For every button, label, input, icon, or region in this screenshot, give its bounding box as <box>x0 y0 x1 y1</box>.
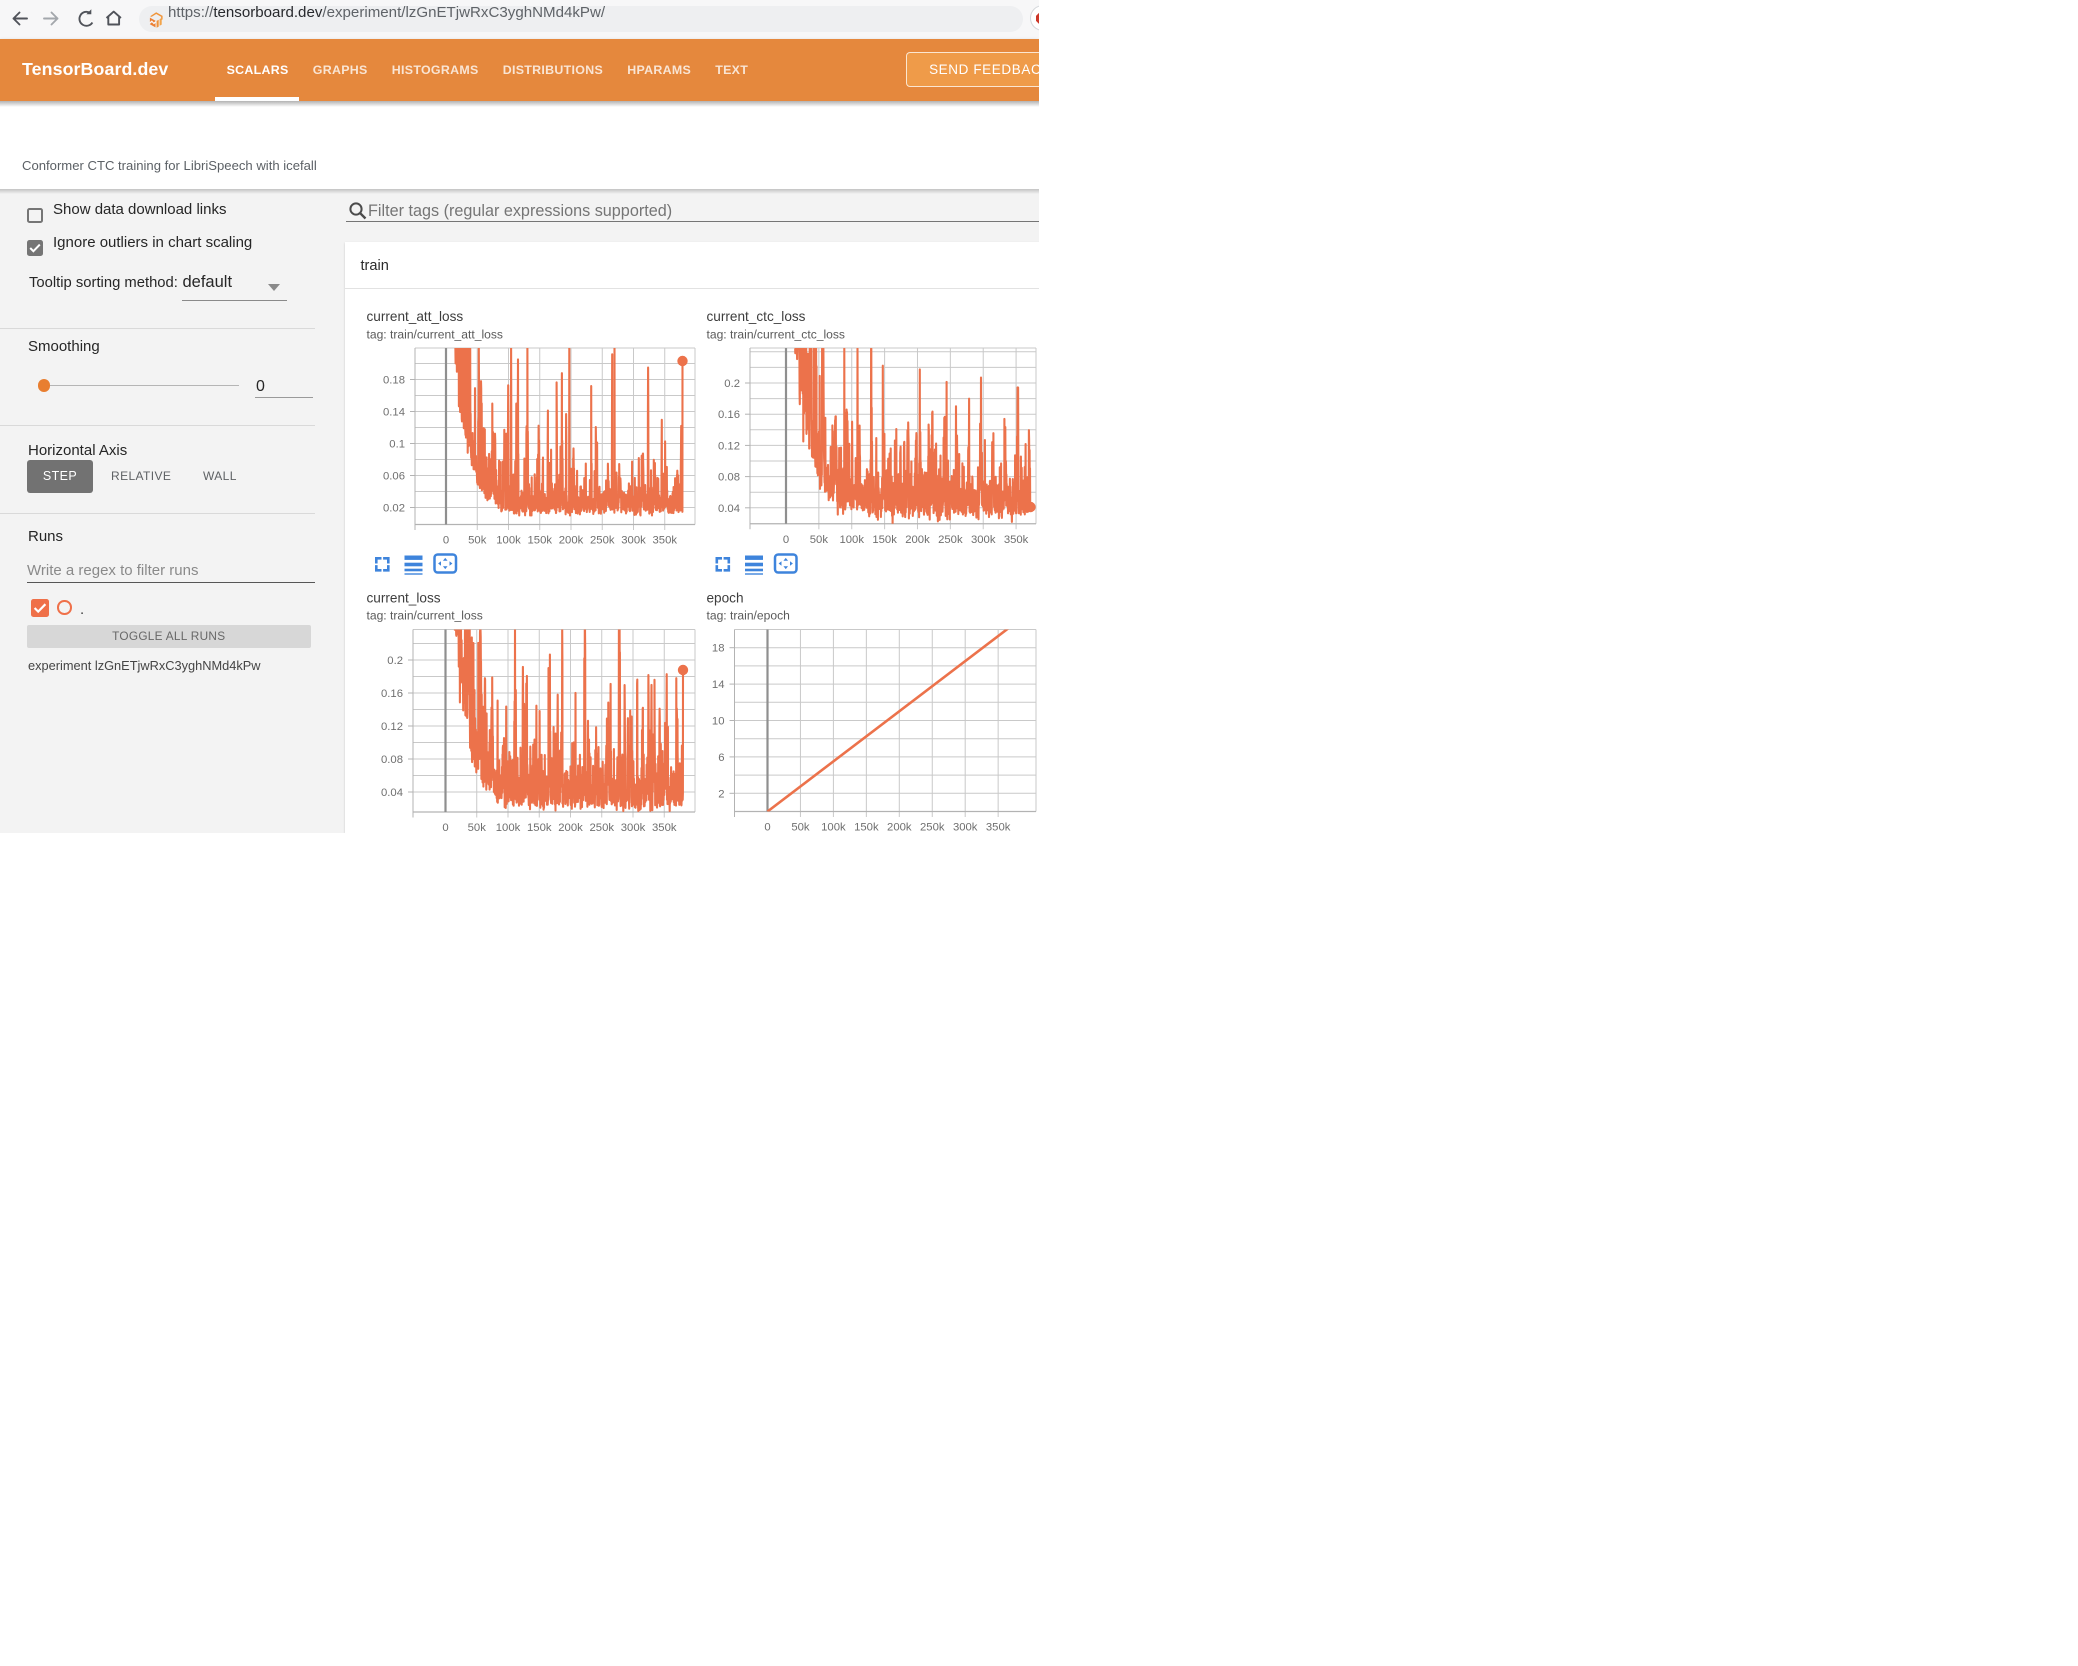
svg-text:0.06: 0.06 <box>383 471 405 483</box>
svg-text:300k: 300k <box>621 535 646 547</box>
svg-text:50k: 50k <box>468 535 487 547</box>
svg-text:200k: 200k <box>559 535 584 547</box>
svg-text:200k: 200k <box>905 534 930 546</box>
svg-text:150k: 150k <box>854 822 879 834</box>
svg-text:250k: 250k <box>938 534 963 546</box>
svg-text:0.02: 0.02 <box>383 503 405 515</box>
svg-text:0.08: 0.08 <box>718 472 740 484</box>
svg-text:100k: 100k <box>839 534 864 546</box>
svg-text:0.16: 0.16 <box>718 409 740 421</box>
svg-text:250k: 250k <box>590 535 615 547</box>
svg-text:0.04: 0.04 <box>381 787 403 799</box>
svg-text:0.04: 0.04 <box>718 503 740 515</box>
svg-text:0: 0 <box>783 534 789 546</box>
svg-text:300k: 300k <box>621 822 646 833</box>
svg-text:150k: 150k <box>528 535 553 547</box>
svg-text:tag: train/current_ctc_loss: tag: train/current_ctc_loss <box>707 327 845 341</box>
svg-text:current_ctc_loss: current_ctc_loss <box>707 309 806 324</box>
svg-text:300k: 300k <box>971 534 996 546</box>
svg-text:0: 0 <box>442 822 448 833</box>
svg-text:200k: 200k <box>887 822 912 834</box>
svg-text:18: 18 <box>712 643 725 655</box>
svg-text:100k: 100k <box>496 822 521 833</box>
svg-text:50k: 50k <box>791 822 810 834</box>
svg-text:0.1: 0.1 <box>389 439 405 451</box>
svg-text:tag: train/current_loss: tag: train/current_loss <box>367 609 483 623</box>
svg-text:300k: 300k <box>953 822 978 834</box>
svg-text:50k: 50k <box>810 534 829 546</box>
svg-text:200k: 200k <box>558 822 583 833</box>
svg-text:0.12: 0.12 <box>718 440 740 452</box>
svg-text:0.2: 0.2 <box>387 655 403 667</box>
svg-text:0: 0 <box>443 535 449 547</box>
svg-text:350k: 350k <box>1004 534 1029 546</box>
svg-text:150k: 150k <box>527 822 552 833</box>
svg-text:tag: train/current_att_loss: tag: train/current_att_loss <box>367 327 503 341</box>
svg-text:100k: 100k <box>496 535 521 547</box>
svg-text:100k: 100k <box>821 822 846 834</box>
svg-text:6: 6 <box>718 752 724 764</box>
svg-text:0.12: 0.12 <box>381 721 403 733</box>
svg-text:current_att_loss: current_att_loss <box>367 309 464 324</box>
svg-text:50k: 50k <box>468 822 487 833</box>
svg-text:tag: train/epoch: tag: train/epoch <box>707 609 790 623</box>
svg-text:150k: 150k <box>872 534 897 546</box>
svg-text:epoch: epoch <box>707 591 744 606</box>
svg-text:250k: 250k <box>590 822 615 833</box>
svg-text:10: 10 <box>712 716 725 728</box>
svg-text:current_loss: current_loss <box>367 591 441 606</box>
svg-text:350k: 350k <box>986 822 1011 834</box>
svg-text:14: 14 <box>712 679 725 691</box>
svg-text:250k: 250k <box>920 822 945 834</box>
svg-text:0.2: 0.2 <box>724 378 740 390</box>
svg-text:2: 2 <box>718 788 724 800</box>
svg-text:0.18: 0.18 <box>383 375 405 387</box>
svg-text:0.16: 0.16 <box>381 688 403 700</box>
svg-text:350k: 350k <box>652 822 677 833</box>
svg-text:350k: 350k <box>653 535 678 547</box>
svg-text:0: 0 <box>764 822 770 834</box>
svg-text:0.14: 0.14 <box>383 407 405 419</box>
svg-text:0.08: 0.08 <box>381 754 403 766</box>
